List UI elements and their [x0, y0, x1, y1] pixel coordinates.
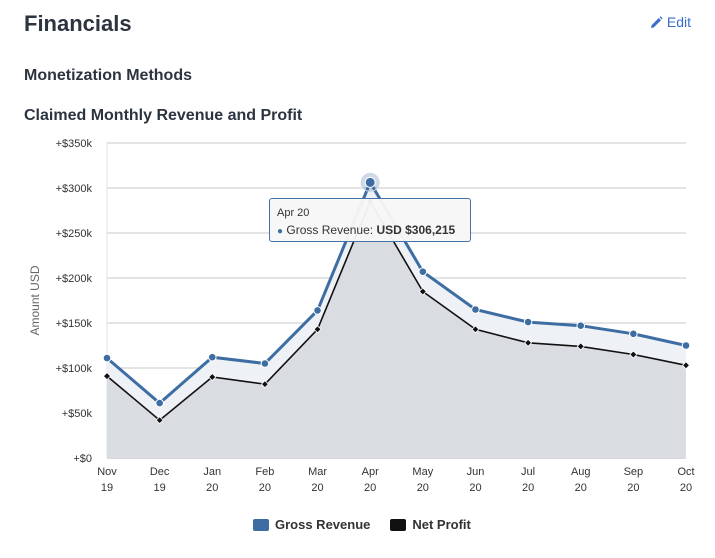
y-tick-label: +$150k [56, 318, 93, 330]
x-tick-label: Feb 20 [255, 466, 274, 494]
legend-label-net-profit: Net Profit [412, 517, 471, 532]
gross-revenue-point [629, 329, 638, 339]
legend-swatch-net-profit [390, 518, 407, 531]
tooltip-date: Apr 20 [277, 207, 310, 219]
x-tick-label: Aug 20 [571, 466, 591, 494]
x-tick-label: Jul 20 [521, 466, 535, 494]
page-title: Financials [24, 11, 132, 36]
net-profit-point [629, 350, 638, 359]
chart-tooltip: Apr 20 ● Gross Revenue: USD $306,215 [269, 198, 471, 242]
monetization-methods-heading: Monetization Methods [24, 67, 192, 84]
y-tick-label: +$300k [56, 183, 93, 195]
x-tick-label: Oct 20 [677, 466, 694, 494]
net-profit-point [524, 338, 533, 347]
y-tick-label: +$100k [56, 363, 93, 375]
gross-revenue-point [576, 321, 586, 330]
gross-revenue-point [155, 398, 164, 408]
y-axis-title: Amount USD [28, 265, 42, 335]
net-profit-line [106, 199, 687, 422]
chart-title: Claimed Monthly Revenue and Profit [24, 107, 303, 124]
legend-item-net-profit[interactable]: Net Profit [390, 517, 471, 532]
x-tick-label: Dec 19 [150, 466, 170, 494]
net-profit-point [418, 287, 427, 296]
y-tick-label: +$350k [56, 138, 93, 150]
tooltip-bullet-icon: ● [277, 226, 284, 237]
x-tick-label: Apr 20 [362, 466, 379, 494]
y-tick-label: +$200k [56, 273, 93, 285]
x-tick-label: Jun 20 [467, 466, 485, 494]
gross-revenue-point [471, 305, 480, 314]
net-profit-point [208, 372, 217, 382]
gross-revenue-point [260, 359, 270, 368]
tooltip-value: USD $306,215 [376, 223, 456, 237]
tooltip-row: ● Gross Revenue: USD $306,215 [277, 223, 470, 237]
net-profit-point [471, 325, 480, 334]
gross-revenue-point [313, 306, 322, 315]
edit-link[interactable]: Edit [650, 14, 691, 30]
y-tick-label: +$0 [73, 453, 92, 465]
gross-revenue-point [418, 267, 428, 276]
legend-item-gross-revenue[interactable]: Gross Revenue [253, 517, 370, 532]
gross-revenue-point [523, 317, 533, 327]
net-profit-area [107, 201, 686, 458]
edit-label: Edit [666, 14, 691, 30]
x-tick-label: Nov 19 [97, 466, 117, 494]
net-profit-point [313, 325, 322, 334]
chart-legend: Gross Revenue Net Profit [253, 517, 471, 532]
net-profit-point [102, 372, 112, 381]
gross-revenue-point [681, 341, 691, 350]
tooltip-series-name: Gross Revenue: [286, 223, 374, 237]
y-tick-label: +$50k [62, 408, 93, 420]
gross-revenue-point [364, 176, 376, 188]
net-profit-point [260, 380, 269, 389]
legend-swatch-gross-revenue [253, 518, 269, 531]
pencil-icon [650, 15, 663, 28]
x-tick-label: Mar 20 [308, 466, 327, 494]
legend-label-gross-revenue: Gross Revenue [275, 517, 371, 532]
net-profit-point [155, 416, 164, 425]
x-tick-label: Sep 20 [624, 466, 644, 494]
y-tick-label: +$250k [56, 228, 93, 240]
net-profit-point [576, 342, 585, 351]
gross-revenue-point [207, 352, 217, 362]
revenue-profit-chart: +$0 +$50k +$100k +$150k +$200k +$250k +$300k +$… [28, 138, 695, 494]
x-tick-label: May 20 [412, 466, 433, 494]
x-tick-label: Jan 20 [203, 466, 221, 494]
gross-revenue-point [102, 353, 112, 363]
net-profit-point [681, 361, 691, 370]
